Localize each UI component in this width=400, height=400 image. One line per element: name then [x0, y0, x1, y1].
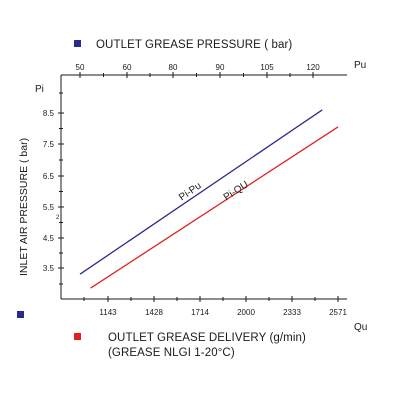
- series-line-pi-qu: [90, 126, 339, 289]
- top-legend-label: OUTLET GREASE PRESSURE ( bar): [96, 39, 292, 51]
- bottom-legend-sublabel: (GREASE NLGI 1-20°C): [108, 347, 235, 359]
- top-axis-tick-label: 120: [306, 63, 320, 72]
- y-axis-tick-label: 8.5: [43, 109, 55, 118]
- bottom-axis-label: Qu: [354, 322, 367, 333]
- top-axis-tick-label: 105: [260, 63, 274, 72]
- top-axis-tick-label: 90: [216, 63, 225, 72]
- y-axis-tick-label: 6.5: [43, 172, 55, 181]
- y-axis-title: INLET AIR PRESSURE ( bar): [18, 138, 30, 276]
- top-axis-tick-label: 60: [123, 63, 132, 72]
- y-axis-tick-label: 5.5: [43, 203, 55, 212]
- y-axis-tick-label: 3.5: [43, 264, 55, 273]
- bottom-axis-tick-label: 1143: [99, 308, 117, 317]
- series-label-pi-qu: Pi-QU: [222, 179, 251, 203]
- bottom-axis-tick-label: 1428: [145, 308, 163, 317]
- top-legend-marker: [74, 40, 81, 47]
- bottom-legend-marker: [74, 333, 81, 340]
- y-axis-stray-mark: 2: [56, 215, 60, 221]
- series-line-pi-pu: [79, 109, 323, 275]
- bottom-legend-extra-marker: [17, 311, 24, 318]
- bottom-axis-tick-label: 2000: [237, 308, 255, 317]
- y-axis-tick-label: 4.5: [43, 234, 55, 243]
- bottom-legend-label: OUTLET GREASE DELIVERY (g/min): [108, 332, 306, 344]
- bottom-axis-tick-label: 1714: [191, 308, 209, 317]
- bottom-axis-tick-label: 2333: [283, 308, 301, 317]
- bottom-axis-tick-label: 2571: [329, 308, 347, 317]
- top-axis-label: Pu: [354, 60, 366, 71]
- top-axis-tick-label: 80: [169, 63, 178, 72]
- y-axis-symbol: Pi: [35, 84, 44, 95]
- y-axis-tick-label: 7.5: [43, 140, 55, 149]
- top-axis-tick-label: 50: [76, 63, 85, 72]
